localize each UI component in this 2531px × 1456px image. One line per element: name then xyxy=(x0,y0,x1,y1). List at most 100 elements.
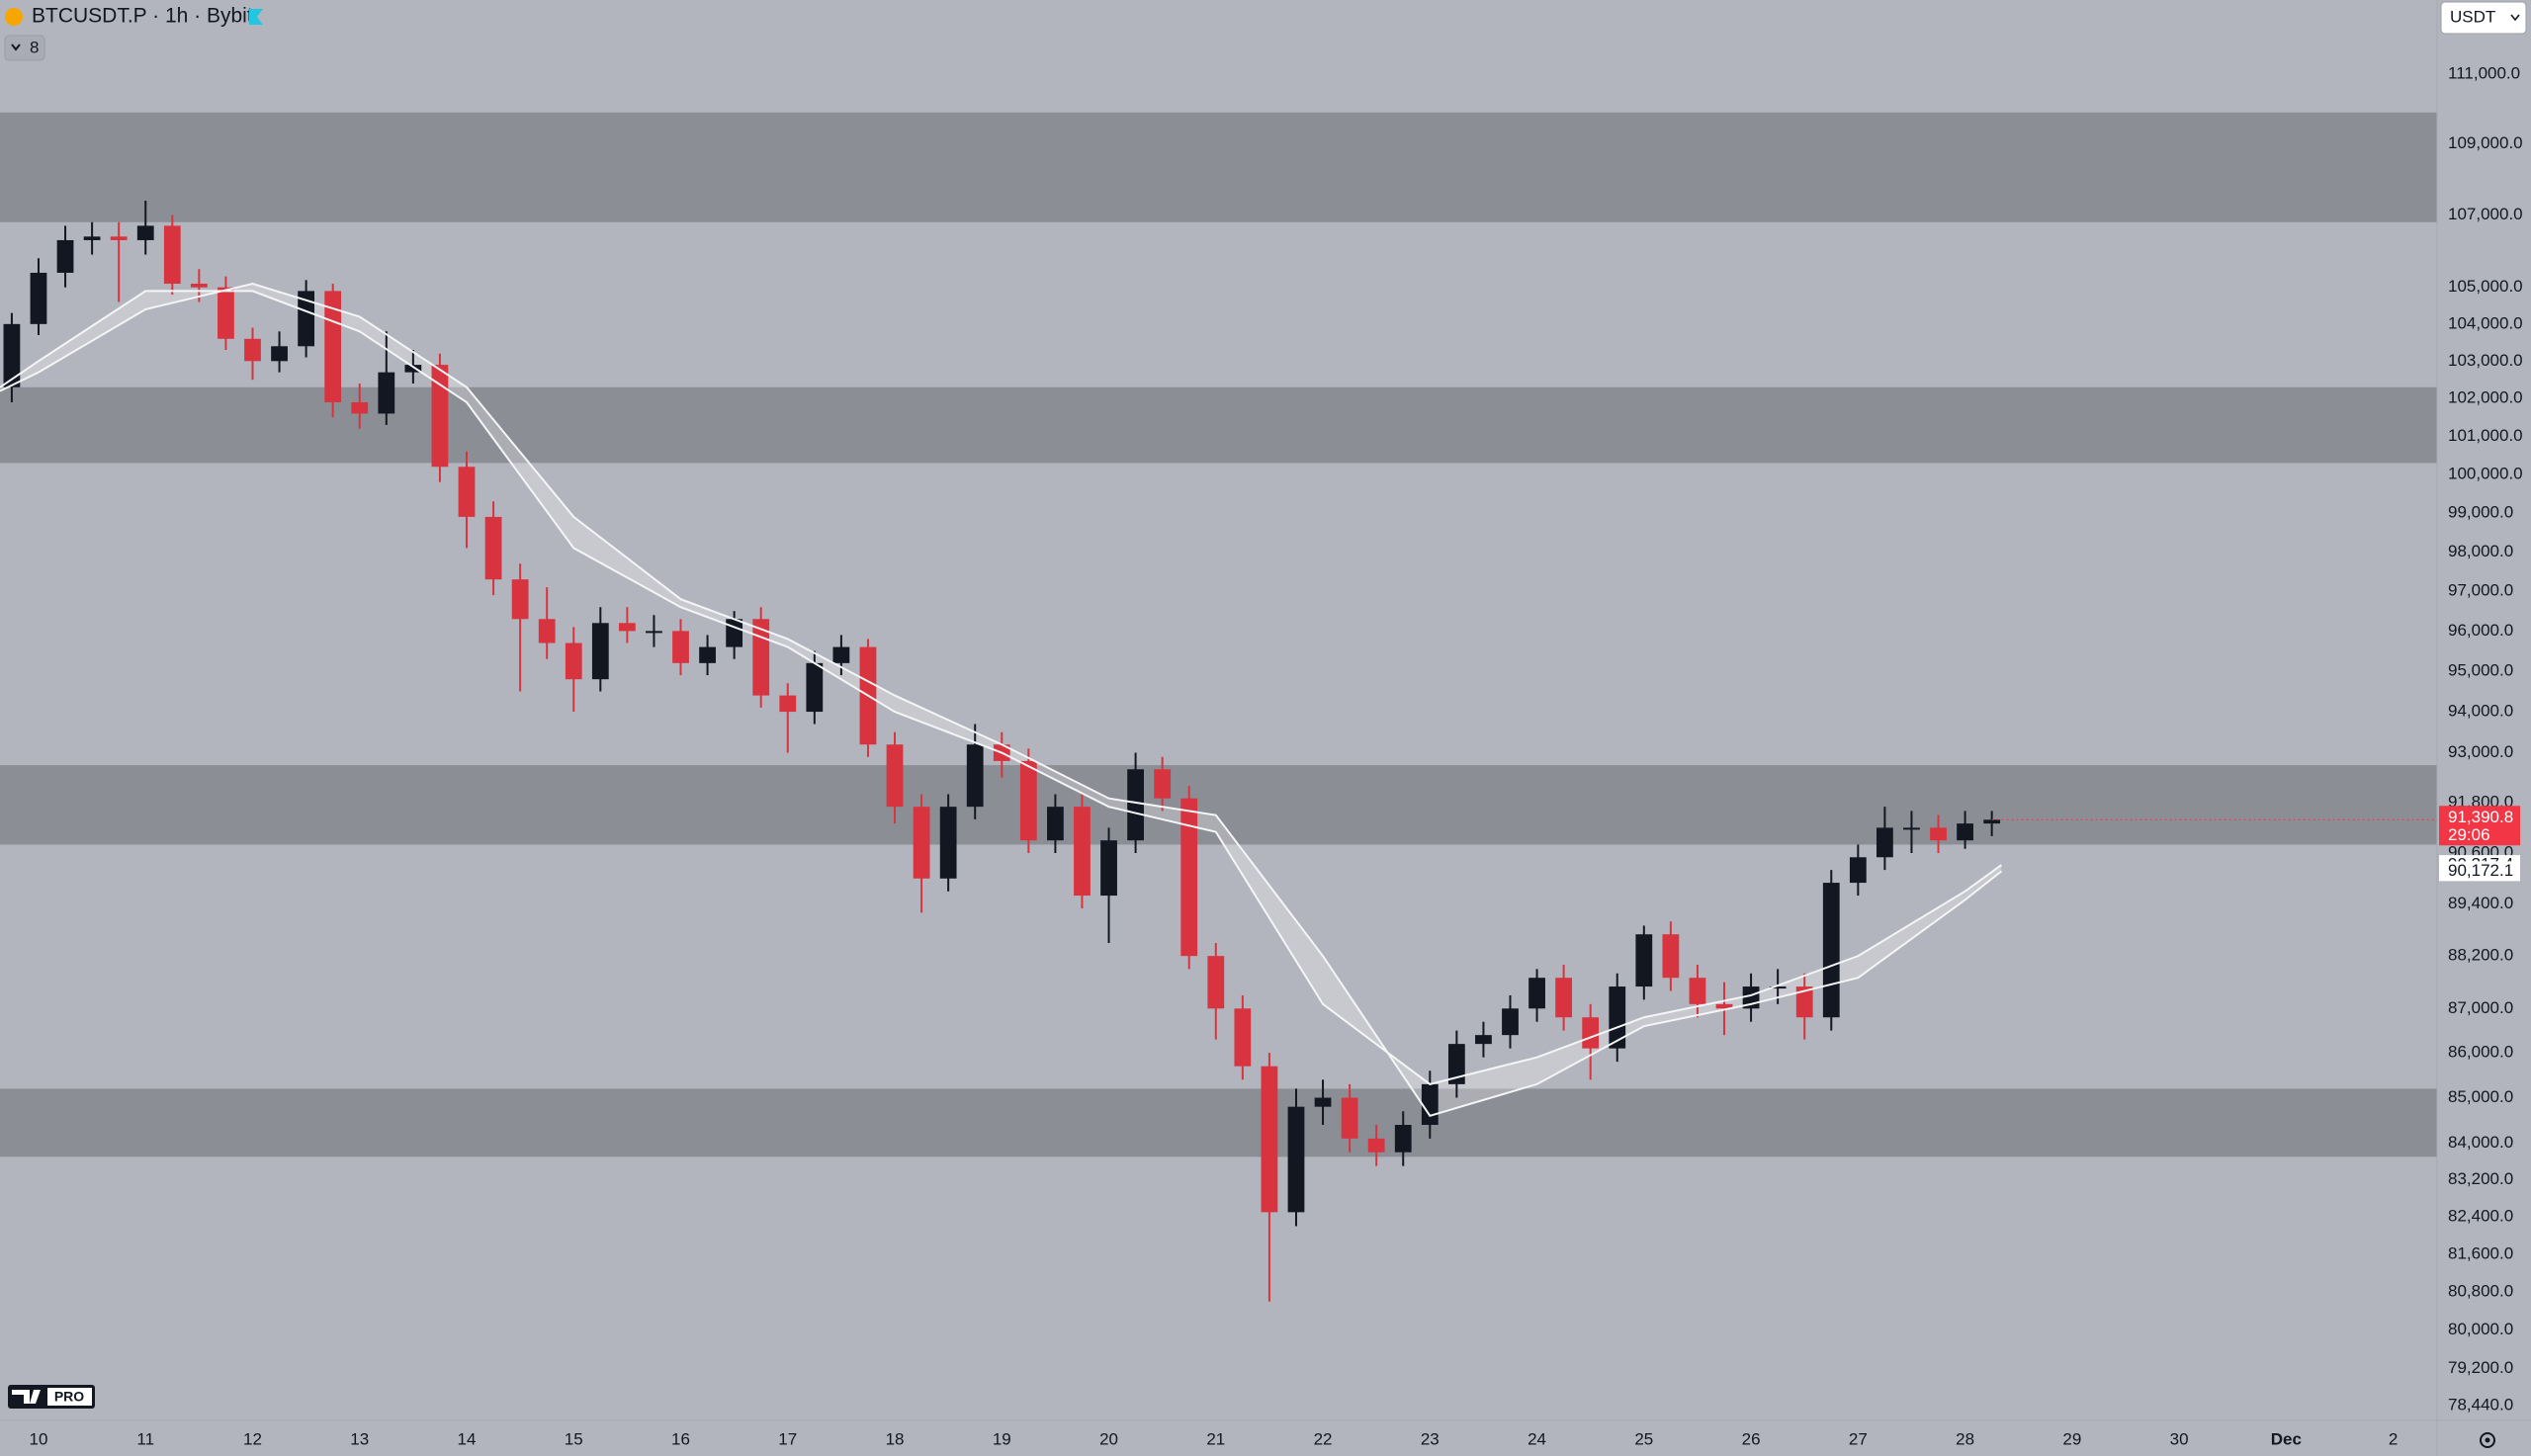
x-tick-label: 24 xyxy=(1527,1429,1546,1448)
candle-body xyxy=(1475,1035,1492,1045)
x-tick-label: 19 xyxy=(993,1429,1011,1448)
y-tick-label: 84,000.0 xyxy=(2448,1133,2513,1152)
y-tick-label: 80,800.0 xyxy=(2448,1282,2513,1301)
candle-body xyxy=(83,236,101,240)
y-tick-label: 105,000.0 xyxy=(2448,277,2523,296)
candle-body xyxy=(779,695,797,713)
candle-body xyxy=(1930,827,1947,841)
candle-body xyxy=(1769,986,1787,989)
candle-body xyxy=(244,338,261,362)
indicator-toggle[interactable]: 8 xyxy=(4,35,45,61)
candle-body xyxy=(1287,1106,1305,1213)
y-tick-label: 78,440.0 xyxy=(2448,1396,2513,1414)
candle-body xyxy=(1795,986,1813,1018)
candle-body xyxy=(1367,1138,1385,1153)
axes: 111,000.0 109,000.0 107,000.0 105,000.0 104,… xyxy=(30,64,2523,1449)
symbol-title: BTCUSDT.P · 1h · Bybit xyxy=(32,5,253,28)
candle-body xyxy=(378,372,395,414)
candle-body xyxy=(110,236,128,240)
y-tick-label: 96,000.0 xyxy=(2448,621,2513,640)
zone xyxy=(0,386,2437,464)
chevron-icon xyxy=(2510,14,2520,22)
candle-body xyxy=(565,642,582,680)
candle-body xyxy=(3,323,21,387)
candle-body xyxy=(404,365,422,373)
y-tick-label: 87,000.0 xyxy=(2448,998,2513,1017)
indicator-value-box xyxy=(2439,861,2520,882)
currency-dropdown-box[interactable] xyxy=(2440,1,2527,35)
candle-body xyxy=(699,646,716,663)
candle-body xyxy=(1154,769,1172,799)
candle-body xyxy=(1528,978,1545,1009)
currency-dropdown[interactable]: USDT xyxy=(2440,1,2527,35)
indicator-line xyxy=(0,282,2003,1117)
candle-body xyxy=(458,467,476,517)
x-tick-label: 23 xyxy=(1421,1429,1440,1448)
chevron-icon xyxy=(11,43,21,51)
x-tick-label: 14 xyxy=(458,1429,477,1448)
y-tick-label: 103,000.0 xyxy=(2448,351,2523,370)
settings-icon[interactable] xyxy=(2480,1432,2495,1448)
logo-mark xyxy=(12,1390,41,1404)
candle-body xyxy=(1074,807,1091,897)
y-tick-label: 97,000.0 xyxy=(2448,581,2513,600)
x-tick-label: 11 xyxy=(136,1429,154,1448)
y-tick-label: 88,200.0 xyxy=(2448,946,2513,965)
candle-body xyxy=(1207,956,1225,1009)
settings-icon-center xyxy=(2485,1437,2490,1443)
y-tick-label: 98,000.0 xyxy=(2448,542,2513,560)
candle-body xyxy=(136,225,154,240)
candle-body xyxy=(538,619,556,643)
candle-body xyxy=(913,807,930,879)
y-tick-label: 104,000.0 xyxy=(2448,313,2523,332)
zone xyxy=(0,765,2437,845)
y-tick-label: 100,000.0 xyxy=(2448,464,2523,482)
candle-body xyxy=(1314,1097,1332,1107)
indicator-toggle-box[interactable] xyxy=(4,35,45,61)
candle-body xyxy=(1127,769,1144,841)
candle-body xyxy=(832,646,850,663)
logo-badge: PRO xyxy=(54,1389,84,1405)
y-tick-label: 109,000.0 xyxy=(2448,133,2523,152)
candle-body xyxy=(30,272,47,324)
y-tick-label: 93,000.0 xyxy=(2448,742,2513,761)
candle-body xyxy=(1876,827,1893,858)
y-tick-label: 102,000.0 xyxy=(2448,388,2523,407)
y-tick-label: 89,400.0 xyxy=(2448,894,2513,912)
candle-body xyxy=(1555,978,1573,1018)
y-tick-label: 81,600.0 xyxy=(2448,1243,2513,1262)
x-tick-label: 20 xyxy=(1099,1429,1118,1448)
y-tick-label: 82,400.0 xyxy=(2448,1207,2513,1226)
candle-body xyxy=(1234,1008,1252,1067)
candle-body xyxy=(1394,1125,1412,1153)
candle-body xyxy=(1341,1097,1358,1139)
candle-body xyxy=(886,744,904,808)
candle-body xyxy=(1635,934,1653,987)
candle-body xyxy=(806,662,824,713)
last-price-label: 91,390.8 xyxy=(2448,808,2513,826)
candle-body xyxy=(726,619,743,647)
candle-body xyxy=(591,623,609,680)
y-tick-label: 95,000.0 xyxy=(2448,660,2513,679)
candle-body xyxy=(511,579,529,620)
x-tick-label: 12 xyxy=(243,1429,262,1448)
countdown-label: 29:06 xyxy=(2448,825,2490,844)
last-price-box xyxy=(2439,806,2520,846)
settings-button[interactable] xyxy=(2480,1432,2495,1448)
x-tick-label: 15 xyxy=(565,1429,583,1448)
candle-body xyxy=(1689,978,1706,1004)
candle-body xyxy=(1957,823,1973,841)
indicator-line xyxy=(0,290,2002,1085)
zone xyxy=(0,112,2437,222)
x-tick-label: 30 xyxy=(2170,1429,2189,1448)
y-tick-label: 107,000.0 xyxy=(2448,205,2523,223)
plot-area xyxy=(0,112,2437,1302)
candle-body xyxy=(1421,1083,1439,1126)
candle-body xyxy=(1019,760,1037,841)
x-tick-label: 16 xyxy=(671,1429,690,1448)
zone xyxy=(0,1088,2437,1157)
y-tick-label: 79,200.0 xyxy=(2448,1358,2513,1377)
candle-body xyxy=(1582,1017,1600,1049)
candle-body xyxy=(1180,798,1198,957)
